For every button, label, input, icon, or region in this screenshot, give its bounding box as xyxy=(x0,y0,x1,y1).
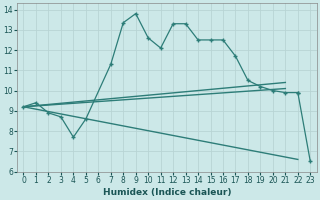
X-axis label: Humidex (Indice chaleur): Humidex (Indice chaleur) xyxy=(103,188,231,197)
